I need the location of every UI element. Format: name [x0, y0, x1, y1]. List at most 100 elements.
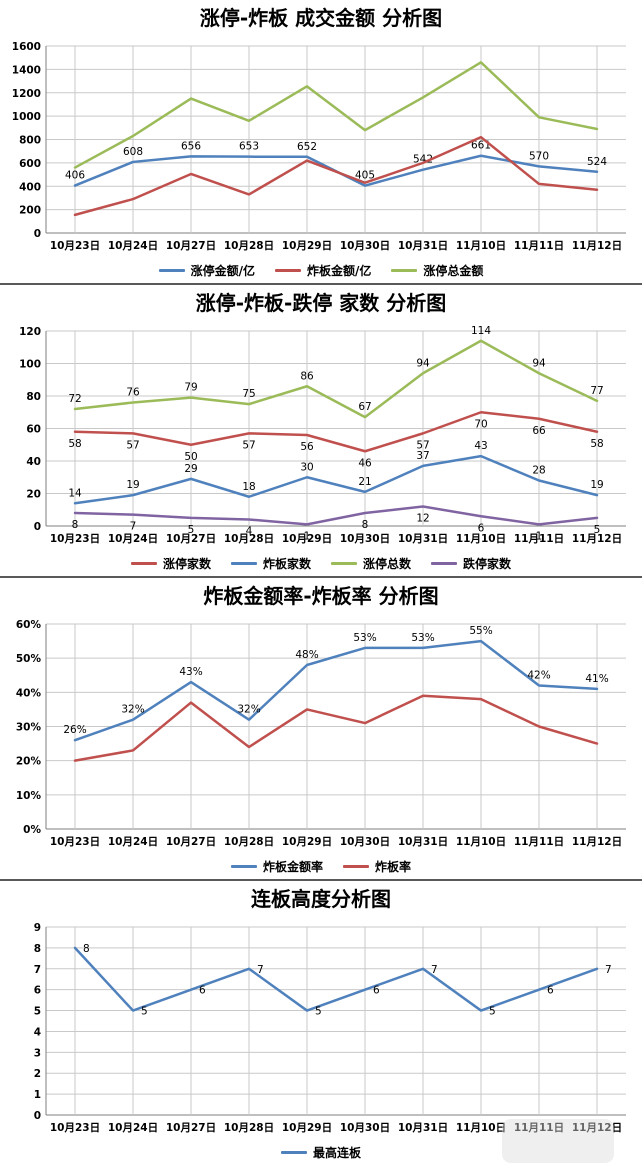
data-label: 8 — [72, 519, 79, 531]
y-tick-label: 0% — [23, 824, 41, 836]
y-tick-label: 60 — [26, 424, 41, 436]
data-label: 75 — [242, 388, 255, 400]
data-label: 70 — [474, 418, 487, 430]
data-label: 14 — [68, 487, 82, 499]
y-tick-label: 5 — [34, 1006, 41, 1018]
chart-title: 连板高度分析图 — [251, 887, 391, 911]
x-tick-label: 10月28日 — [224, 533, 274, 545]
legend-item: 涨停金额/亿 — [158, 262, 255, 279]
legend-line-swatch — [431, 561, 458, 565]
data-label: 5 — [315, 1006, 322, 1018]
series-line-2 — [73, 61, 599, 169]
x-tick-label: 10月24日 — [108, 836, 158, 848]
x-tick-label: 10月23日 — [50, 1122, 100, 1134]
legend-line-swatch — [331, 561, 357, 565]
data-label: 86 — [300, 370, 314, 382]
legend-label: 炸板金额/亿 — [306, 263, 372, 278]
series-line-1 — [73, 454, 599, 505]
y-tick-label: 6 — [34, 985, 41, 997]
data-label: 26% — [63, 724, 86, 736]
chart-svg: 0 1 2 3 4 5 6 7 8 9 10月23日 10月24日 10月27日 10月28日 10月29日… — [34, 922, 626, 1134]
plot-area: 0 1 2 3 4 5 6 7 8 9 10月23日 10月24日 10月27日 10月28日 10月29日… — [0, 917, 642, 1139]
series-line-3 — [73, 505, 599, 526]
data-label: 5 — [141, 1006, 148, 1018]
data-label: 4 — [246, 526, 253, 538]
data-label: 1 — [536, 530, 543, 542]
y-tick-label: 200 — [19, 205, 41, 217]
data-label: 21 — [358, 476, 371, 488]
data-label: 524 — [587, 156, 607, 168]
y-tick-label: 120 — [19, 326, 41, 338]
x-tick-label: 11月10日 — [456, 1122, 506, 1134]
legend-line-swatch — [274, 268, 301, 272]
data-label: 72 — [68, 393, 81, 405]
series-line-1 — [73, 135, 599, 217]
x-tick-label: 11月11日 — [514, 240, 564, 252]
x-tick-label: 10月31日 — [398, 240, 448, 252]
y-tick-label: 400 — [19, 181, 41, 193]
data-label: 608 — [123, 146, 143, 158]
chart-svg: 0 20 40 60 80 100 120 10月23日 10月24日 10月27日 10月28日 1… — [19, 325, 626, 545]
y-tick-label: 0 — [34, 1110, 41, 1122]
y-tick-label: 2 — [34, 1068, 41, 1080]
y-tick-label: 50% — [16, 653, 42, 665]
y-tick-label: 0 — [34, 521, 41, 533]
legend: 最高连板 — [0, 1139, 642, 1165]
series-line-0 — [73, 639, 599, 742]
x-tick-label: 10月31日 — [398, 836, 448, 848]
chart-svg: 0 200 400 600 800 1000 1200 1400 1600 10月23日 10月24… — [12, 41, 626, 252]
data-label: 12 — [416, 513, 429, 525]
data-label: 48% — [295, 649, 318, 661]
series-line-0 — [73, 411, 599, 453]
legend-item: 涨停家数 — [130, 555, 211, 572]
x-tick-label: 10月29日 — [282, 240, 332, 252]
chart-streak-height: 连板高度分析图 0 1 2 3 4 5 6 7 8 9 10月23日 10月24日 10月27日 10月2… — [0, 881, 642, 1165]
data-label: 57 — [126, 439, 139, 451]
data-label: 405 — [355, 170, 375, 182]
y-tick-label: 100 — [19, 359, 41, 371]
legend-label: 炸板家数 — [262, 556, 311, 571]
series-line-2 — [73, 339, 599, 419]
data-label: 570 — [529, 150, 549, 162]
legend-label: 涨停总金额 — [423, 263, 484, 278]
data-label: 41% — [585, 673, 608, 685]
data-label: 30 — [300, 461, 313, 473]
x-tick-label: 11月11日 — [514, 1122, 564, 1134]
y-tick-label: 20% — [16, 756, 42, 768]
y-tick-label: 7 — [34, 964, 41, 976]
data-label: 56 — [300, 441, 314, 453]
legend-label: 涨停家数 — [162, 556, 211, 571]
x-tick-label: 10月31日 — [398, 533, 448, 545]
data-label: 6 — [478, 522, 485, 534]
y-tick-label: 1600 — [12, 41, 41, 53]
legend-item: 跌停家数 — [431, 555, 511, 572]
data-label: 32% — [237, 704, 260, 716]
data-label: 57 — [242, 439, 255, 451]
x-tick-label: 11月10日 — [456, 533, 506, 545]
x-tick-label: 11月11日 — [514, 836, 564, 848]
data-label: 8 — [83, 943, 90, 955]
legend-line-swatch — [230, 864, 257, 868]
chart-title: 涨停-炸板 成交金额 分析图 — [199, 6, 443, 30]
y-tick-label: 60% — [16, 619, 42, 631]
x-tick-label: 10月29日 — [282, 836, 332, 848]
data-label: 57 — [416, 439, 429, 451]
x-tick-label: 10月30日 — [340, 533, 390, 545]
data-label: 77 — [590, 385, 603, 397]
y-tick-label: 80 — [26, 391, 41, 403]
legend-line-swatch — [280, 1150, 307, 1154]
data-label: 42% — [527, 670, 550, 682]
y-tick-label: 1000 — [12, 111, 41, 123]
legend-line-swatch — [343, 864, 369, 868]
data-label: 542 — [413, 154, 433, 166]
data-label: 43 — [474, 440, 487, 452]
data-label: 28 — [532, 465, 545, 477]
data-label: 8 — [362, 519, 369, 531]
x-tick-label: 11月11日 — [514, 533, 564, 545]
data-label: 29 — [184, 463, 197, 475]
legend-item: 炸板家数 — [230, 555, 311, 572]
data-label: 58 — [590, 438, 603, 450]
x-tick-label: 10月30日 — [340, 240, 390, 252]
data-label: 58 — [68, 438, 81, 450]
series-line-0 — [73, 946, 599, 1012]
